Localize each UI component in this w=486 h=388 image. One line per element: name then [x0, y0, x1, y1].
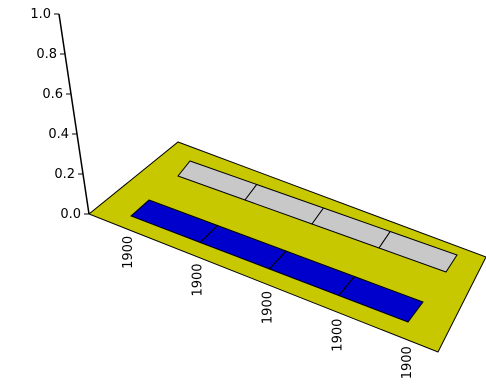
y-tick-label: 1.0 [30, 7, 51, 22]
x-tick-label: 1900 [191, 263, 206, 296]
x-tick-label: 1900 [330, 319, 345, 352]
x-tick-label: 1900 [400, 346, 415, 379]
x-tick-label: 1900 [261, 291, 276, 324]
y-tick-label: 0.6 [42, 87, 63, 102]
x-tick-label: 1900 [121, 236, 136, 269]
y-axis-line [58, 13, 90, 215]
bar-back-series-4 [378, 230, 458, 273]
y-tick-label: 0.8 [36, 47, 57, 62]
bar-front-series-4 [337, 275, 424, 323]
y-tick-label: 0.2 [54, 167, 75, 182]
y-tick-label: 0.0 [60, 207, 81, 222]
y-tick-label: 0.4 [48, 127, 69, 142]
